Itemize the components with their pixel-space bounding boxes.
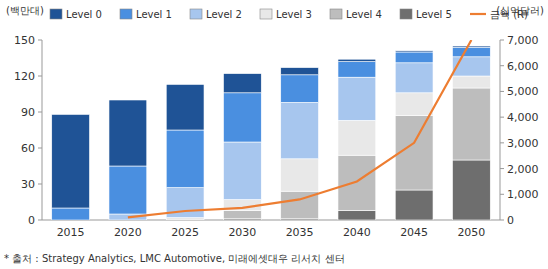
y-tick [38, 220, 42, 221]
y2-tick-label: 1,000 [507, 188, 539, 201]
bar [452, 47, 490, 57]
y2-tick [500, 168, 504, 169]
bar [52, 208, 90, 220]
bar [338, 210, 376, 220]
legend-swatch [190, 9, 202, 19]
legend-label: Level 0 [66, 9, 102, 20]
y2-tick-label: 0 [507, 214, 514, 227]
source-note: * 출처 : Strategy Analytics, LMC Automotiv… [4, 253, 345, 264]
y-tick [38, 184, 42, 185]
bar [395, 93, 433, 116]
x-tick-label: 2020 [114, 226, 142, 239]
bar [223, 74, 261, 93]
y2-tick-label: 7,000 [507, 34, 539, 47]
y-tick [38, 148, 42, 149]
x-tick-label: 2035 [286, 226, 314, 239]
bar [223, 142, 261, 200]
legend-label: Level 5 [416, 9, 452, 20]
y2-tick [500, 91, 504, 92]
y2-tick-label: 4,000 [507, 111, 539, 124]
y2-axis-line [500, 40, 501, 220]
bar [452, 46, 490, 47]
line [128, 40, 472, 217]
legend-swatch [50, 9, 62, 19]
bar [338, 59, 376, 61]
y2-tick-label: 5,000 [507, 85, 539, 98]
bar [338, 62, 376, 78]
bar [338, 77, 376, 120]
y2-tick [500, 117, 504, 118]
bar [452, 57, 490, 76]
legend-swatch [330, 9, 342, 19]
bar [338, 120, 376, 155]
legend-swatch [120, 9, 132, 19]
y2-tick-label: 3,000 [507, 137, 539, 150]
y-tick-label: 90 [21, 106, 35, 119]
bar [395, 52, 433, 63]
bar [52, 114, 90, 208]
y-tick [38, 112, 42, 113]
bar [166, 84, 204, 130]
y-tick [38, 76, 42, 77]
bar [166, 130, 204, 188]
y-tick [38, 40, 42, 41]
chart: 0 30 60 90 120 150 0 1,000 2,000 3,000 4,000 5,000 6… [0, 0, 548, 269]
bar [452, 160, 490, 220]
bar [281, 102, 319, 158]
y-axis-label: (백만대) [6, 5, 44, 16]
x-tick-label: 2040 [343, 226, 371, 239]
y-tick-label: 60 [21, 142, 35, 155]
y2-tick-label: 2,000 [507, 163, 539, 176]
x-tick-label: 2015 [57, 226, 85, 239]
y2-tick-label: 6,000 [507, 60, 539, 73]
legend-label: Level 4 [346, 9, 382, 20]
y-tick-label: 150 [14, 34, 35, 47]
y2-tick [500, 65, 504, 66]
bar [452, 76, 490, 88]
bar [395, 51, 433, 52]
bar [166, 218, 204, 220]
y2-tick [500, 220, 504, 221]
bar [223, 210, 261, 218]
y2-tick [500, 40, 504, 41]
y-axis-line [42, 40, 43, 220]
legend-swatch [400, 9, 412, 19]
x-tick-label: 2045 [400, 226, 428, 239]
y-tick-label: 30 [21, 178, 35, 191]
bar [338, 155, 376, 210]
legend-label: Level 3 [276, 9, 312, 20]
legend-line [470, 13, 486, 15]
bar [395, 190, 433, 220]
bar [223, 93, 261, 142]
bar [109, 166, 147, 214]
legend-swatch [260, 9, 272, 19]
x-tick-label: 2050 [457, 226, 485, 239]
bar [281, 68, 319, 75]
y2-tick [500, 142, 504, 143]
legend-label: Level 2 [206, 9, 242, 20]
y-tick-label: 120 [14, 70, 35, 83]
bar [452, 88, 490, 160]
y2-tick [500, 194, 504, 195]
bar [281, 159, 319, 191]
bar [395, 63, 433, 93]
x-tick-label: 2025 [171, 226, 199, 239]
bar [109, 100, 147, 166]
y-tick-label: 0 [28, 214, 35, 227]
legend-label: 금액 (R) [490, 9, 528, 20]
legend: Level 0 Level 1 Level 2 Level 3 Level 4 Level… [50, 9, 528, 20]
bar [281, 75, 319, 103]
x-tick-label: 2030 [228, 226, 256, 239]
legend-label: Level 1 [136, 9, 172, 20]
plot-area [52, 40, 491, 220]
